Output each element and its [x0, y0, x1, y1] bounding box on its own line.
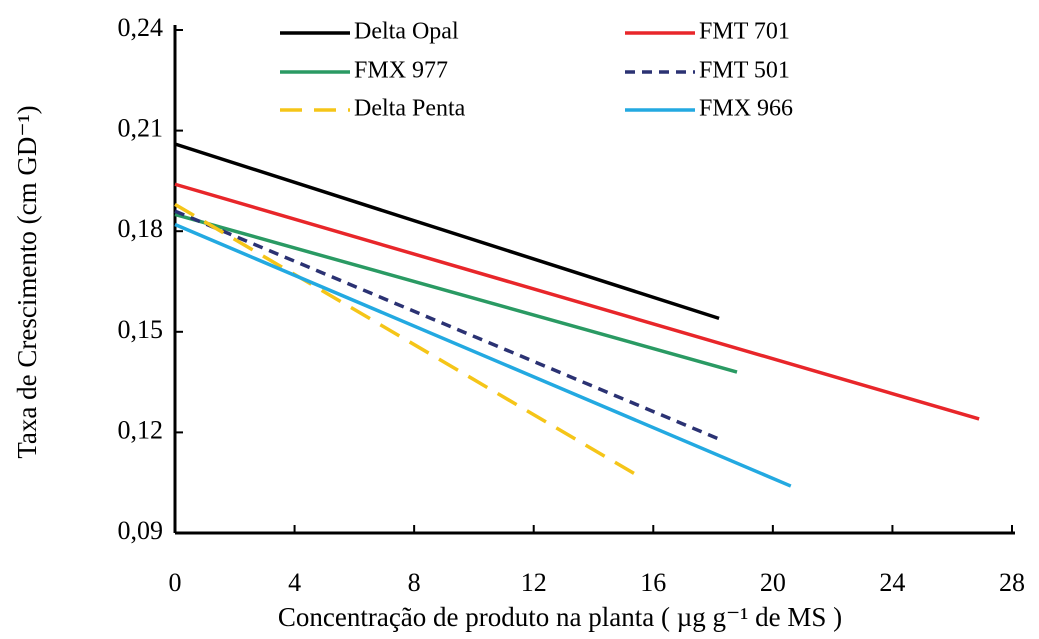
x-tick-label: 4 — [288, 568, 301, 597]
series-line — [174, 202, 640, 478]
series-line — [174, 212, 738, 374]
x-tick-label: 16 — [640, 568, 666, 597]
legend-label: FMX 977 — [354, 58, 448, 84]
y-tick-label: 0,09 — [118, 516, 164, 545]
y-tick-label: 0,15 — [118, 315, 164, 344]
x-tick-label: 12 — [521, 568, 547, 597]
y-axis-label: Taxa de Crescimento (cm GD⁻¹) — [12, 105, 42, 458]
x-tick-label: 0 — [169, 568, 182, 597]
legend-label: Delta Penta — [354, 96, 466, 122]
y-tick-label: 0,21 — [118, 114, 164, 143]
y-tick-label: 0,12 — [118, 415, 164, 444]
x-tick-label: 20 — [760, 568, 786, 597]
series-line — [174, 182, 980, 421]
series-line — [174, 209, 720, 441]
legend-label: FMT 701 — [699, 19, 790, 45]
legend-label: FMT 501 — [699, 58, 790, 84]
legend-label: Delta Opal — [354, 19, 459, 45]
x-tick-label: 28 — [999, 568, 1025, 597]
y-tick-label: 0,24 — [118, 13, 164, 42]
series-line — [174, 142, 720, 321]
x-tick-label: 24 — [879, 568, 905, 597]
series-line — [174, 222, 792, 488]
x-axis-label: Concentração de produto na planta ( µg g… — [278, 602, 842, 632]
x-tick-label: 8 — [408, 568, 421, 597]
legend-label: FMX 966 — [699, 96, 793, 122]
y-tick-label: 0,18 — [118, 214, 164, 243]
